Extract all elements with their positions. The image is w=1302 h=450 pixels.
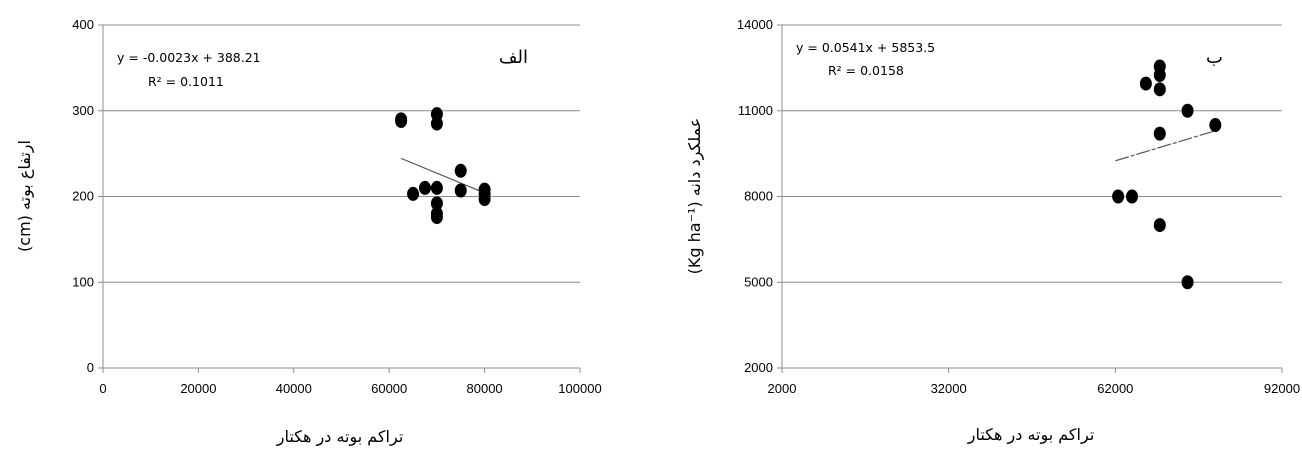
y-axis-text: عملکرد دانه	[685, 118, 705, 197]
data-point	[1153, 126, 1166, 141]
y-tick-label: 100	[72, 274, 94, 289]
x-tick-label: 62000	[1097, 381, 1133, 396]
y-axis-unit: (cm)	[15, 215, 34, 252]
x-axis-title: تراکم بوته در هکتار	[276, 427, 404, 447]
data-point	[478, 192, 491, 207]
data-point	[1126, 189, 1138, 204]
data-point	[430, 196, 443, 211]
trendline	[400, 157, 485, 194]
data-point	[395, 114, 408, 129]
x-tick-label: 100000	[558, 381, 601, 396]
y-tick-label: 8000	[744, 189, 773, 204]
data-point	[454, 163, 467, 178]
x-tick-label: 92000	[1264, 381, 1300, 396]
y-tick-label: 5000	[744, 274, 773, 289]
y-tick-label: 300	[72, 103, 94, 118]
y-tick-label: 0	[87, 360, 94, 375]
y-tick-label: 400	[72, 17, 94, 32]
panel-label: ب	[1206, 47, 1223, 68]
data-point	[1153, 218, 1166, 233]
data-point	[430, 210, 443, 225]
y-tick-label: 200	[72, 189, 94, 204]
data-point	[1112, 189, 1125, 204]
y-axis-unit: (Kg ha⁻¹)	[685, 201, 704, 274]
data-point	[418, 180, 431, 195]
regression-equation: y = -0.0023x + 388.21	[117, 50, 261, 65]
r-squared-label: R² = 0.1011	[148, 74, 224, 89]
trendline	[1115, 130, 1216, 162]
data-point	[1181, 275, 1194, 290]
data-point	[1181, 103, 1194, 118]
y-axis-text: ارتفاع بوته	[15, 140, 35, 210]
chart-panel-yield: 2000 5000 8000 11000 14000 2000 32000 62000 9200…	[685, 17, 1300, 445]
data-point	[430, 180, 443, 195]
x-tick-label: 80000	[467, 381, 503, 396]
y-tick-label: 11000	[738, 103, 773, 118]
data-point	[1139, 76, 1152, 91]
r-squared-label: R² = 0.0158	[828, 63, 904, 78]
x-tick-label: 60000	[371, 381, 407, 396]
panel-label: الف	[499, 47, 528, 68]
data-point	[407, 186, 420, 201]
chart-panel-height: 0 100 200 300 400 0 20000 40000 60000 80000 100000…	[15, 17, 602, 447]
data-point	[1209, 118, 1222, 133]
data-point	[1153, 68, 1166, 83]
x-tick-label: 20000	[180, 381, 216, 396]
y-axis-title: (Kg ha⁻¹) عملکرد دانه	[685, 118, 705, 275]
x-tick-label: 40000	[276, 381, 312, 396]
y-tick-label: 14000	[737, 17, 773, 32]
data-point	[430, 116, 443, 131]
x-tick-label: 32000	[931, 381, 967, 396]
y-axis-title: (cm) ارتفاع بوته	[15, 140, 35, 252]
x-axis-title: تراکم بوته در هکتار	[967, 425, 1095, 445]
regression-equation: y = 0.0541x + 5853.5	[796, 40, 935, 55]
y-tick-label: 2000	[744, 360, 773, 375]
data-point	[454, 183, 467, 198]
x-tick-label: 2000	[768, 381, 797, 396]
x-tick-label: 0	[99, 381, 106, 396]
data-point	[1153, 82, 1166, 97]
